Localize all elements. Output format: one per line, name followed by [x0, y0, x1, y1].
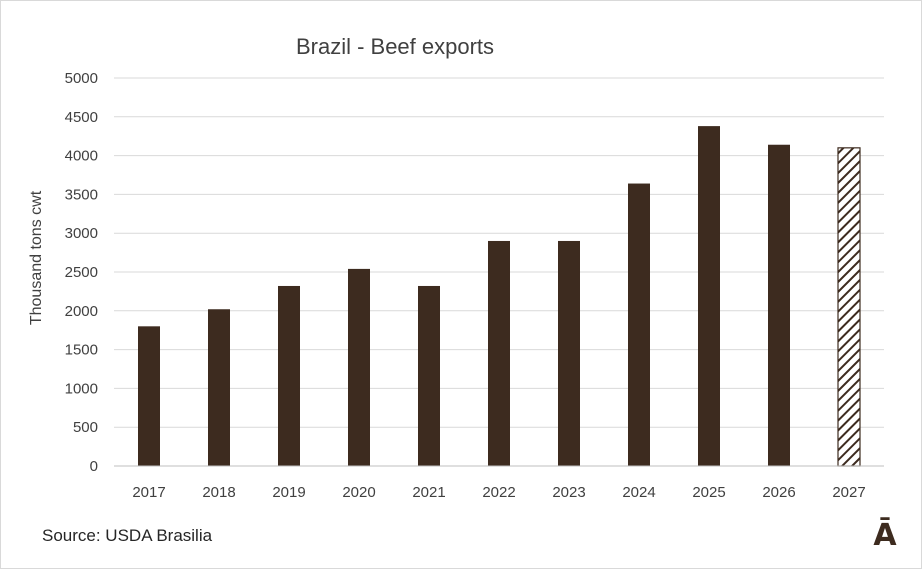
- gridlines: [114, 77, 884, 428]
- bar: [138, 326, 160, 466]
- chart-title: Brazil - Beef exports: [296, 34, 494, 59]
- y-tick-label: 5000: [65, 70, 98, 87]
- y-tick-label: 4500: [65, 109, 98, 126]
- x-tick-label: 2021: [412, 484, 445, 501]
- bar-forecast: [837, 147, 861, 467]
- x-tick-label: 2026: [762, 484, 795, 501]
- bars: [138, 126, 861, 467]
- y-tick-label: 4000: [65, 148, 98, 165]
- x-axis-ticks: 2017 2018 2019 2020 2021 2022 2023 2024 2025 2026…: [132, 484, 865, 501]
- y-tick-label: 3500: [65, 186, 98, 203]
- y-axis-ticks: 0 500 1000 1500 2000 2500 3000 3500 4000 4500 5000: [65, 70, 98, 475]
- y-tick-label: 1500: [65, 342, 98, 359]
- x-tick-label: 2022: [482, 484, 515, 501]
- y-tick-label: 500: [73, 419, 98, 436]
- bar: [488, 240, 510, 466]
- brand-logo: Ā: [873, 517, 897, 553]
- y-tick-label: 1000: [65, 380, 98, 397]
- y-tick-label: 2000: [65, 303, 98, 320]
- bar: [348, 268, 370, 466]
- bar: [208, 309, 230, 466]
- source-note: Source: USDA Brasilia: [42, 526, 213, 545]
- bar: [628, 183, 650, 466]
- x-tick-label: 2025: [692, 484, 725, 501]
- y-tick-label: 0: [90, 458, 98, 475]
- bar: [698, 126, 720, 466]
- bar: [768, 144, 790, 466]
- bar: [418, 285, 440, 466]
- x-tick-label: 2024: [622, 484, 655, 501]
- y-tick-label: 2500: [65, 264, 98, 281]
- x-tick-label: 2023: [552, 484, 585, 501]
- x-tick-label: 2018: [202, 484, 235, 501]
- x-tick-label: 2020: [342, 484, 375, 501]
- x-tick-label: 2017: [132, 484, 165, 501]
- y-tick-label: 3000: [65, 225, 98, 242]
- x-tick-label: 2019: [272, 484, 305, 501]
- bar: [558, 240, 580, 466]
- y-axis-label: Thousand tons cwt: [28, 190, 45, 325]
- bar: [278, 285, 300, 466]
- x-tick-label: 2027: [832, 484, 865, 501]
